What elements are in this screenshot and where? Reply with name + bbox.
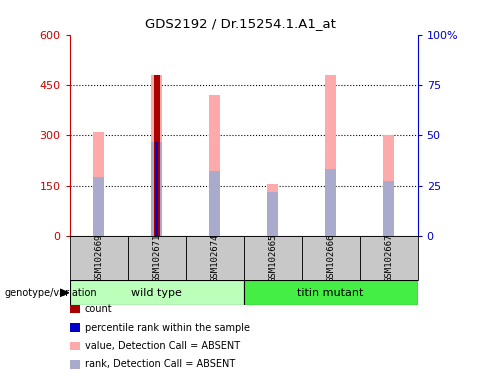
Text: titin mutant: titin mutant	[298, 288, 364, 298]
Bar	[209, 95, 220, 236]
Text: wild type: wild type	[131, 288, 182, 298]
Text: GSM102666: GSM102666	[326, 234, 335, 282]
Text: GDS2192 / Dr.15254.1.A1_at: GDS2192 / Dr.15254.1.A1_at	[144, 17, 336, 30]
Text: GSM102671: GSM102671	[152, 234, 161, 282]
FancyBboxPatch shape	[301, 236, 360, 280]
Text: GSM102669: GSM102669	[94, 234, 103, 282]
Bar	[325, 75, 336, 236]
Bar	[156, 142, 158, 236]
Bar	[209, 170, 220, 236]
Bar	[325, 169, 336, 236]
Text: percentile rank within the sample: percentile rank within the sample	[85, 323, 250, 333]
Text: count: count	[85, 304, 113, 314]
Text: GSM102667: GSM102667	[384, 234, 393, 282]
Bar	[151, 142, 162, 236]
Text: value, Detection Call = ABSENT: value, Detection Call = ABSENT	[85, 341, 240, 351]
FancyBboxPatch shape	[128, 236, 186, 280]
FancyBboxPatch shape	[186, 236, 243, 280]
Bar	[151, 75, 162, 236]
Bar	[267, 184, 278, 236]
Bar	[384, 181, 394, 236]
Bar	[267, 192, 278, 236]
FancyBboxPatch shape	[243, 280, 418, 305]
FancyBboxPatch shape	[360, 236, 418, 280]
Text: GSM102665: GSM102665	[268, 234, 277, 282]
FancyBboxPatch shape	[70, 236, 128, 280]
Bar	[94, 177, 104, 236]
Text: GSM102674: GSM102674	[210, 234, 219, 282]
Bar	[384, 136, 394, 236]
Bar	[154, 75, 159, 236]
Text: rank, Detection Call = ABSENT: rank, Detection Call = ABSENT	[85, 359, 235, 369]
FancyBboxPatch shape	[70, 280, 243, 305]
FancyBboxPatch shape	[243, 236, 301, 280]
Polygon shape	[60, 289, 69, 296]
Text: genotype/variation: genotype/variation	[5, 288, 97, 298]
Bar	[94, 132, 104, 236]
